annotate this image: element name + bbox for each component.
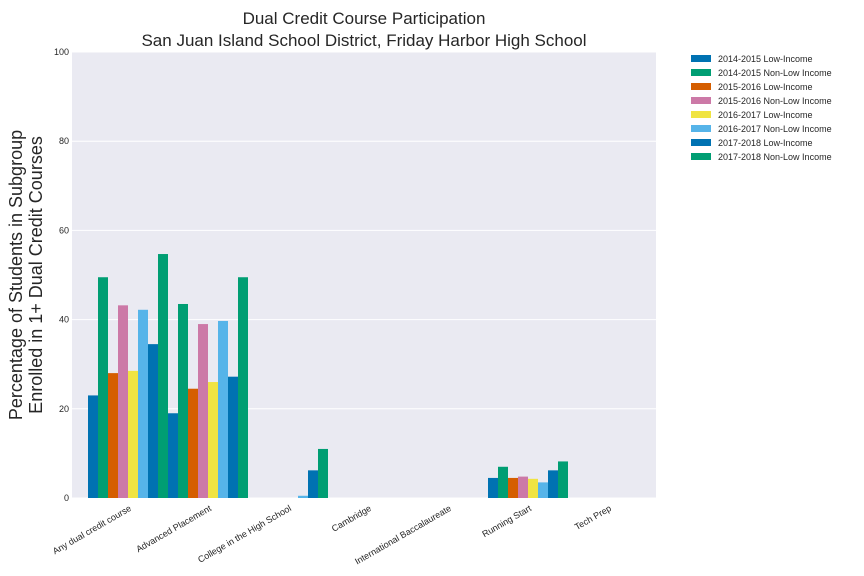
bar [98, 277, 108, 498]
legend-swatch [691, 111, 711, 118]
y-tick-labels: 0 20 40 60 80 100 [54, 47, 69, 503]
legend-label: 2015-2016 Low-Income [718, 82, 813, 92]
legend-swatch [691, 153, 711, 160]
legend-swatch [691, 69, 711, 76]
bar [308, 470, 318, 498]
bar [538, 482, 548, 498]
legend-swatch [691, 97, 711, 104]
bar [228, 376, 238, 498]
bar [128, 370, 138, 498]
legend: 2014-2015 Low-Income 2014-2015 Non-Low In… [691, 54, 832, 162]
y-tick-label: 100 [54, 47, 69, 57]
legend-label: 2014-2015 Non-Low Income [718, 68, 832, 78]
legend-label: 2016-2017 Non-Low Income [718, 124, 832, 134]
bar [198, 324, 208, 498]
legend-label: 2016-2017 Low-Income [718, 110, 813, 120]
bar [118, 305, 128, 498]
bar [138, 309, 148, 498]
legend-swatch [691, 55, 711, 62]
bar [498, 466, 508, 498]
x-tick-label: Cambridge [330, 503, 373, 534]
x-tick-label: Tech Prep [573, 503, 613, 532]
bar [238, 277, 248, 498]
bars [88, 254, 568, 498]
legend-swatch [691, 139, 711, 146]
chart-title-line-1: Dual Credit Course Participation [243, 9, 486, 28]
bar [318, 448, 328, 498]
legend-label: 2017-2018 Low-Income [718, 138, 813, 148]
bar [488, 477, 498, 498]
y-axis-label-line-1: Percentage of Students in Subgroup [6, 130, 26, 420]
bar [188, 388, 198, 498]
bar [558, 461, 568, 498]
bar [178, 303, 188, 498]
legend-label: 2017-2018 Non-Low Income [718, 152, 832, 162]
bar [298, 495, 308, 498]
bar [148, 344, 158, 498]
y-axis-label-line-2: Enrolled in 1+ Dual Credit Courses [26, 136, 46, 414]
x-tick-label: Advanced Placement [134, 503, 213, 554]
y-axis-label: Percentage of Students in Subgroup Enrol… [6, 130, 46, 420]
x-tick-labels: Any dual credit course Advanced Placement… [51, 503, 613, 567]
bar [518, 476, 528, 498]
chart-title-line-2: San Juan Island School District, Friday … [141, 31, 586, 50]
bar [88, 395, 98, 498]
x-tick-label: Any dual credit course [51, 503, 133, 556]
legend-label: 2015-2016 Non-Low Income [718, 96, 832, 106]
bar [158, 254, 168, 498]
bar [108, 373, 118, 498]
bar [218, 320, 228, 498]
x-tick-label: Running Start [480, 503, 533, 539]
bar [168, 413, 178, 498]
legend-swatch [691, 83, 711, 90]
y-tick-label: 0 [64, 493, 69, 503]
y-tick-label: 40 [59, 315, 69, 325]
y-tick-label: 60 [59, 225, 69, 235]
legend-swatch [691, 125, 711, 132]
y-tick-label: 80 [59, 136, 69, 146]
bar [208, 382, 218, 498]
bar [548, 470, 558, 498]
y-tick-label: 20 [59, 404, 69, 414]
bar [508, 477, 518, 498]
bar [528, 478, 538, 498]
legend-label: 2014-2015 Low-Income [718, 54, 813, 64]
